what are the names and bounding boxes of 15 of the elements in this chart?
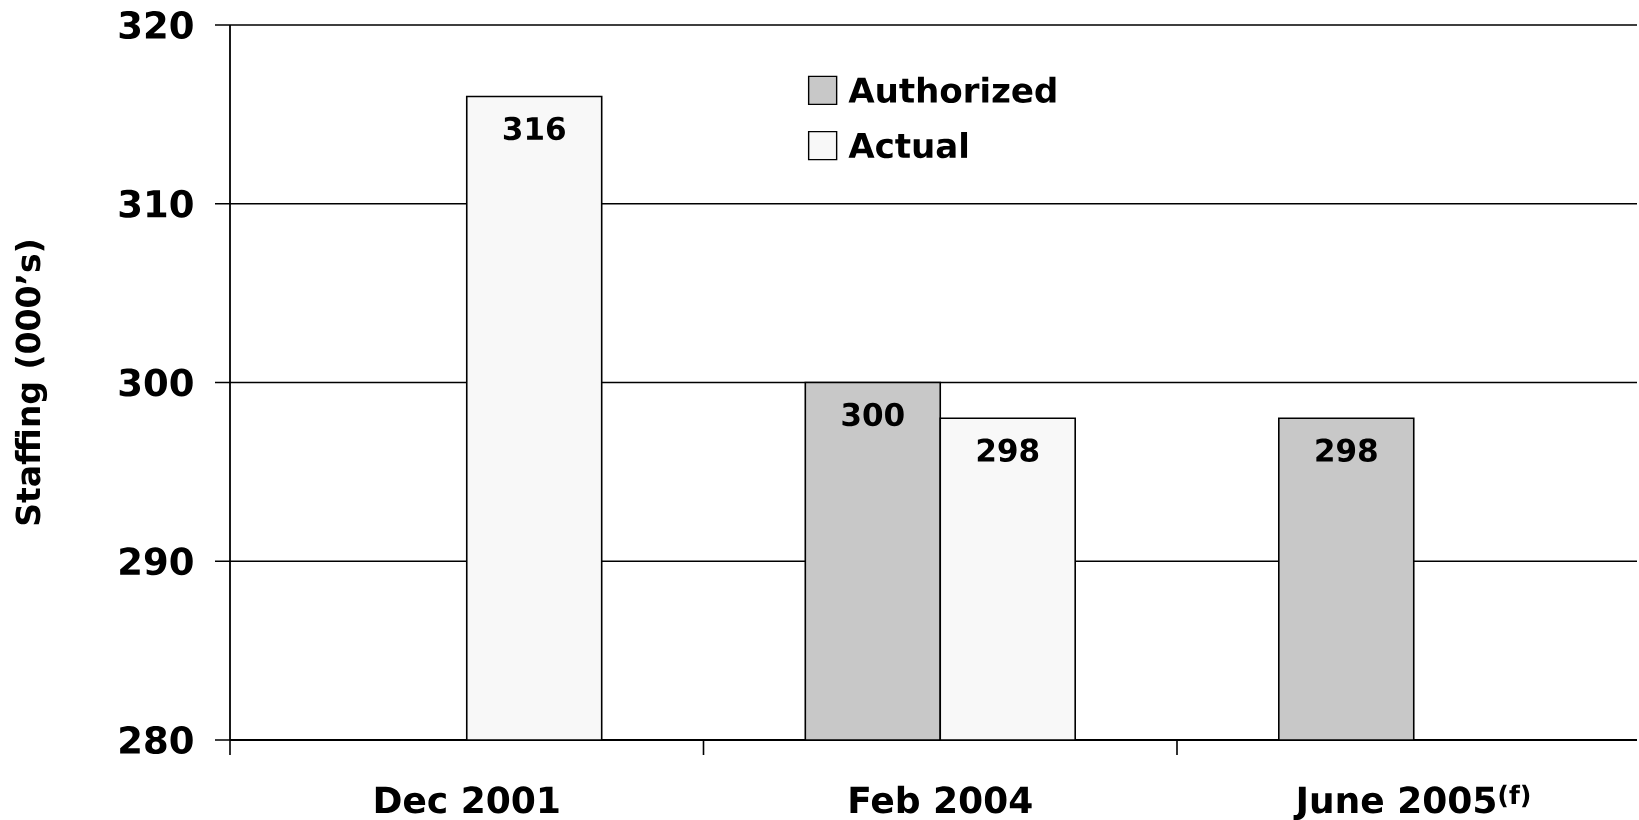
y-tick-label: 320 — [119, 11, 193, 39]
data-label: 300 — [842, 402, 904, 427]
y-tick-label: 290 — [120, 547, 193, 576]
x-tick-label: Dec 2001 — [375, 786, 559, 814]
y-tick-label: 310 — [119, 189, 193, 218]
y-axis-title: Staffing (000’s) — [14, 241, 48, 525]
x-tick-label: Feb 2004 — [850, 785, 1032, 814]
data-label: 298 — [1316, 438, 1377, 462]
y-tick-label: 280 — [120, 726, 193, 754]
legend-label: Authorized — [848, 76, 1056, 103]
data-label: 298 — [977, 438, 1039, 462]
data-label: 316 — [503, 116, 565, 141]
x-tick-label: June 2005$^{(f)}$ — [1293, 784, 1530, 820]
y-tick-label: 300 — [119, 368, 193, 397]
legend-label: Actual — [848, 132, 968, 159]
